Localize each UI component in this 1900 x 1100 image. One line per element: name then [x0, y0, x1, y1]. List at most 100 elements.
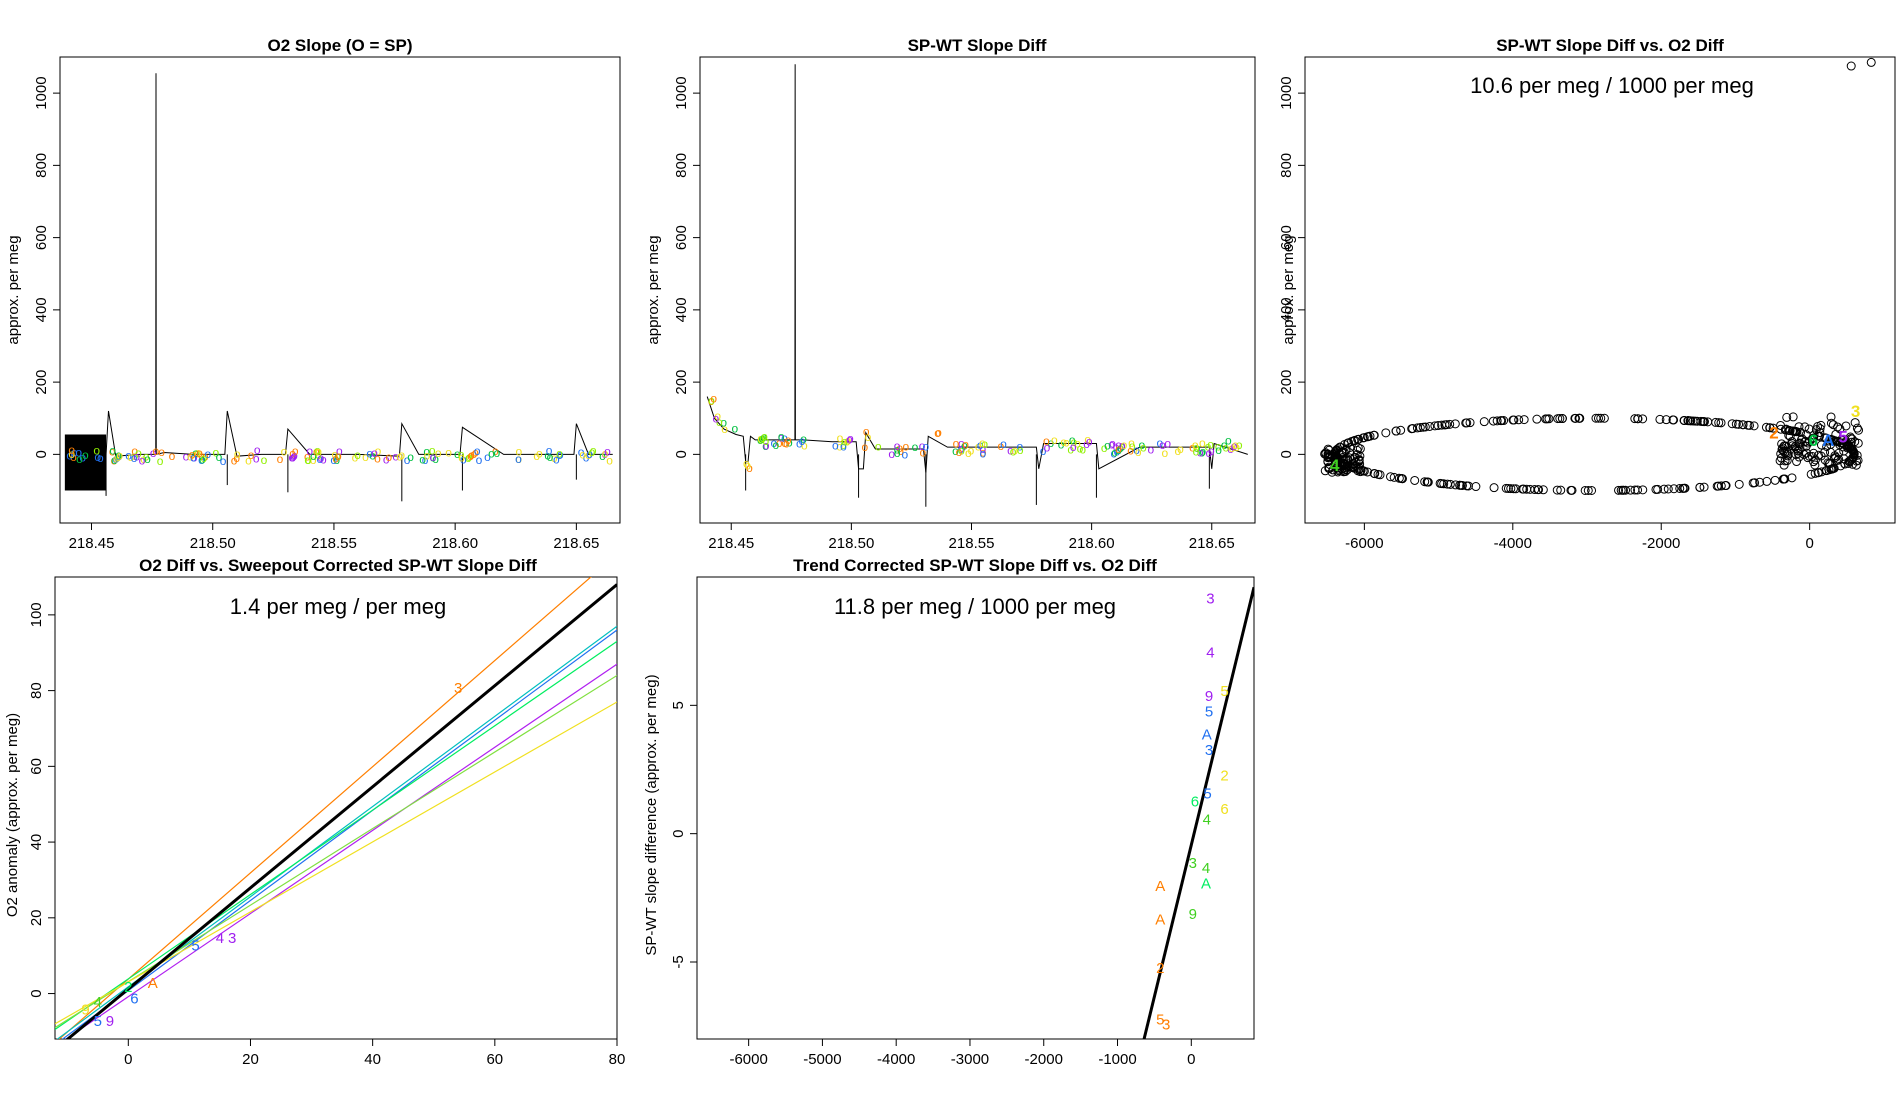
- scatter-point: [1695, 482, 1705, 492]
- point-marker: o: [366, 447, 373, 461]
- scatter-point: [1534, 485, 1544, 495]
- point-marker: o: [1156, 436, 1163, 450]
- point-marker: o: [781, 436, 788, 450]
- point-marker: o: [744, 459, 751, 473]
- scatter-point: [1807, 451, 1817, 461]
- point-label: 3: [1205, 742, 1213, 759]
- point-marker: o: [1010, 445, 1017, 459]
- point-marker: o: [962, 438, 969, 452]
- scatter-point: [1653, 484, 1663, 494]
- point-marker: o: [468, 448, 475, 462]
- point-marker: o: [253, 451, 260, 465]
- point-marker: o: [968, 444, 975, 458]
- scatter-point: [1755, 477, 1765, 487]
- scatter-point: [1806, 469, 1816, 479]
- slope-annotation: 10.6 per meg / 1000 per meg: [1470, 73, 1754, 98]
- point-label: A: [1201, 875, 1211, 892]
- point-marker: o: [800, 432, 807, 446]
- point-marker: o: [1199, 446, 1206, 460]
- point-marker: o: [599, 449, 606, 463]
- point-marker: o: [590, 444, 597, 458]
- point-label: 2: [1156, 960, 1164, 977]
- cluster-label: 6: [1809, 431, 1818, 450]
- point-marker: o: [424, 448, 431, 462]
- point-marker: o: [958, 443, 965, 457]
- point-marker: o: [1189, 441, 1196, 455]
- point-marker: o: [1117, 441, 1124, 455]
- point-marker: o: [783, 437, 790, 451]
- point-marker: o: [150, 446, 157, 460]
- point-marker: o: [111, 454, 118, 468]
- x-tick-label: 218.50: [828, 535, 874, 552]
- point-marker: o: [1200, 445, 1207, 459]
- point-marker: o: [762, 439, 769, 453]
- plot-frame: [696, 576, 1255, 1040]
- x-tick-label: 218.45: [69, 535, 115, 552]
- point-marker: o: [277, 452, 284, 466]
- panel-spwt-slope-diff: SP-WT Slope Diff approx. per meg ooo o ooo…: [645, 36, 1256, 552]
- point-marker: o: [1193, 441, 1200, 455]
- x-tick-label: 218.60: [1069, 535, 1115, 552]
- panel-title: O2 Diff vs. Sweepout Corrected SP-WT Slo…: [139, 556, 537, 575]
- scatter-point: [1663, 484, 1673, 494]
- scatter-point: [1614, 485, 1624, 495]
- point-marker: o: [958, 442, 965, 456]
- point-marker: o: [1205, 446, 1212, 460]
- scatter-point: [1659, 484, 1669, 494]
- point-marker: o: [320, 452, 327, 466]
- point-marker: o: [198, 453, 205, 467]
- point-marker: o: [1079, 443, 1086, 457]
- y-tick-label: 600: [673, 225, 690, 250]
- point-marker: o: [189, 448, 196, 462]
- scatter-point: [1804, 424, 1814, 434]
- cluster-label: 3: [1851, 402, 1860, 421]
- point-label: 5: [191, 937, 199, 954]
- point-marker: o: [1197, 445, 1204, 459]
- point-marker: o: [1101, 441, 1108, 455]
- scatter-point: [1787, 473, 1797, 483]
- scatter-point: [1669, 415, 1679, 425]
- plot-frame: [54, 576, 618, 1040]
- y-tick-label: 60: [28, 758, 45, 775]
- scatter-point: [1621, 485, 1631, 495]
- scatter-point: [1845, 432, 1855, 442]
- y-axis-label: SP-WT slope difference (approx. per meg): [643, 674, 660, 955]
- scatter-point: [1354, 434, 1364, 444]
- point-marker: o: [1115, 438, 1122, 452]
- point-marker: o: [1069, 433, 1076, 447]
- point-marker: o: [1159, 438, 1166, 452]
- point-marker: o: [194, 446, 201, 460]
- point-marker: o: [68, 443, 75, 457]
- scatter-point: [1826, 418, 1836, 428]
- point-marker: o: [961, 439, 968, 453]
- scatter-point: [1463, 481, 1473, 491]
- y-tick-label: 400: [33, 297, 50, 322]
- scatter-point: [1363, 467, 1373, 477]
- point-marker: o: [432, 452, 439, 466]
- scatter-point: [1679, 415, 1689, 425]
- point-marker: o: [474, 444, 481, 458]
- point-marker: o: [310, 453, 317, 467]
- y-tick-label: 200: [673, 370, 690, 395]
- point-marker: o: [865, 430, 872, 444]
- point-marker: o: [192, 446, 199, 460]
- point-label: 4: [1206, 644, 1214, 661]
- point-marker: o: [261, 453, 268, 467]
- scatter-point: [1580, 485, 1590, 495]
- scatter-point: [1508, 484, 1518, 494]
- point-marker: o: [845, 434, 852, 448]
- scatter-point: [1618, 485, 1628, 495]
- scatter-point: [1776, 420, 1786, 430]
- point-marker: o: [763, 439, 770, 453]
- point-marker: o: [133, 450, 140, 464]
- scatter-point: [1801, 441, 1811, 451]
- point-marker: o: [1193, 444, 1200, 458]
- scatter-point: [1843, 458, 1853, 468]
- point-marker: o: [746, 461, 753, 475]
- point-marker: o: [785, 433, 792, 447]
- scatter-point: [1435, 478, 1445, 488]
- point-marker: o: [396, 450, 403, 464]
- scatter-point: [1809, 457, 1819, 467]
- point-marker: o: [801, 439, 808, 453]
